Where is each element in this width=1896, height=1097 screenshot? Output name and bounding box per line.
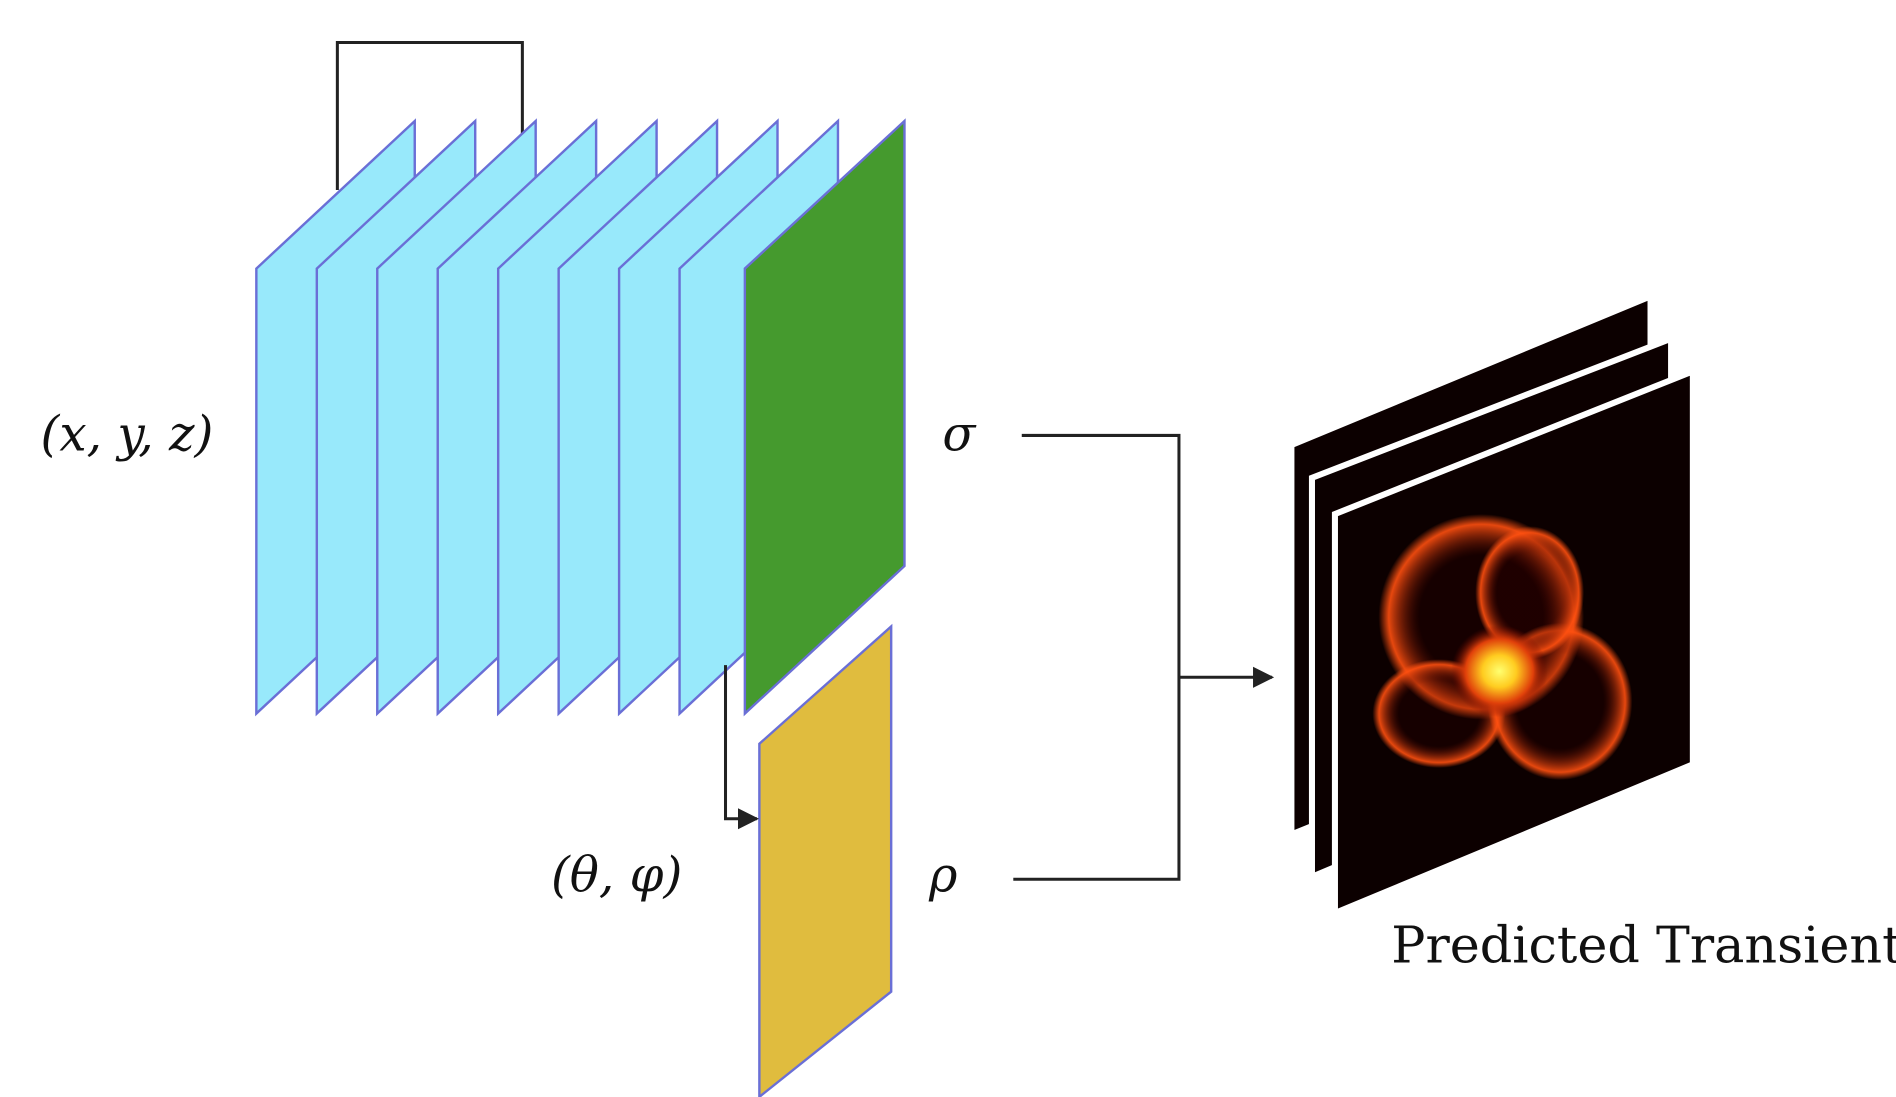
- sigma-label: σ: [942, 406, 977, 462]
- rho-label: ρ: [928, 848, 958, 904]
- diagram: (x, y, z) σ (θ, φ) ρ Predicted Transient: [0, 0, 1896, 1097]
- merge-wire: [1013, 435, 1179, 879]
- input-position-label: (x, y, z): [41, 406, 214, 462]
- output-label: Predicted Transient: [1391, 915, 1896, 974]
- input-direction-label: (θ, φ): [551, 848, 682, 904]
- color-layer: [759, 626, 891, 1096]
- transient-frames: [1291, 296, 1692, 913]
